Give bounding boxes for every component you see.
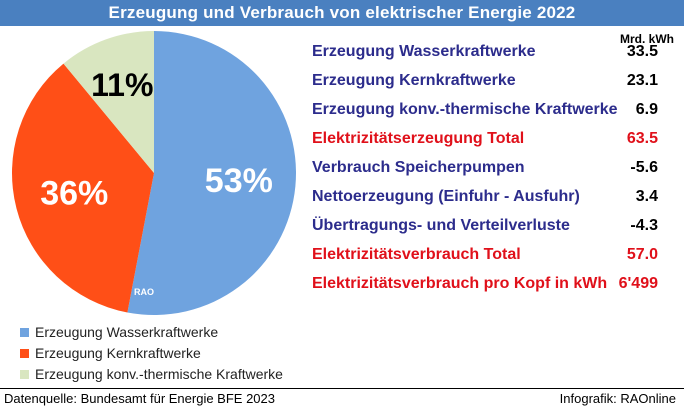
table-row: Erzeugung Wasserkraftwerke 33.5 — [312, 43, 672, 69]
table-row: Nettoerzeugung (Einfuhr - Ausfuhr) 3.4 — [312, 188, 672, 214]
pie-slice — [63, 31, 154, 173]
row-value: -5.6 — [630, 159, 658, 176]
pie-slice — [11, 63, 154, 313]
row-label: Erzeugung Kernkraftwerke — [312, 72, 516, 89]
row-label: Nettoerzeugung (Einfuhr - Ausfuhr) — [312, 188, 580, 205]
legend-swatch — [20, 348, 29, 358]
pie-slice — [127, 31, 297, 315]
row-label: Elektrizitätserzeugung Total — [312, 130, 525, 147]
legend-swatch — [20, 369, 29, 379]
legend-label: Erzeugung Kernkraftwerke — [35, 345, 201, 361]
row-value: 23.1 — [626, 72, 658, 89]
row-value: 6.9 — [635, 101, 658, 118]
row-value: 6'499 — [618, 275, 658, 292]
table-row: Elektrizitätsverbrauch Total 57.0 — [312, 246, 672, 272]
row-value: 33.5 — [626, 43, 658, 60]
row-label: Übertragungs- und Verteilverluste — [312, 217, 570, 234]
footer-credit: Infografik: RAOnline — [559, 391, 676, 406]
pie-percent-label: 11% — [91, 67, 153, 103]
row-label: Verbrauch Speicherpumpen — [312, 159, 525, 176]
table-row: Elektrizitätserzeugung Total 63.5 — [312, 130, 672, 156]
rao-watermark: RAO — [134, 287, 154, 297]
row-value: 63.5 — [626, 130, 658, 147]
pie-chart: 53% 36% 11% RAO — [11, 31, 297, 315]
row-value: -4.3 — [630, 217, 658, 234]
legend-item: Erzeugung konv.-thermische Kraftwerke — [20, 365, 283, 383]
legend-label: Erzeugung konv.-thermische Kraftwerke — [35, 366, 283, 382]
row-value: 57.0 — [626, 246, 658, 263]
footer-source: Datenquelle: Bundesamt für Energie BFE 2… — [4, 391, 276, 406]
legend-label: Erzeugung Wasserkraftwerke — [35, 324, 219, 340]
table-row: Erzeugung Kernkraftwerke 23.1 — [312, 72, 672, 98]
legend-swatch — [20, 327, 29, 337]
legend-item: Erzeugung Wasserkraftwerke — [20, 323, 218, 341]
row-label: Erzeugung konv.-thermische Kraftwerke — [312, 101, 618, 118]
row-label: Erzeugung Wasserkraftwerke — [312, 43, 536, 60]
legend-item: Erzeugung Kernkraftwerke — [20, 344, 201, 362]
table-row: Verbrauch Speicherpumpen -5.6 — [312, 159, 672, 185]
unit-label: Mrd. kWh — [620, 32, 674, 46]
row-value: 3.4 — [635, 188, 658, 205]
row-label: Elektrizitätsverbrauch Total — [312, 246, 521, 263]
table-row: Erzeugung konv.-thermische Kraftwerke 6.9 — [312, 101, 672, 127]
pie-percent-label: 36% — [40, 174, 108, 212]
pie-percent-label: 53% — [205, 162, 273, 200]
table-row: Elektrizitätsverbrauch pro Kopf in kWh 6'… — [312, 275, 672, 301]
table-row: Übertragungs- und Verteilverluste -4.3 — [312, 217, 672, 243]
footer-divider — [0, 388, 684, 389]
row-label: Elektrizitätsverbrauch pro Kopf in kWh — [312, 275, 608, 292]
chart-title: Erzeugung und Verbrauch von elektrischer… — [0, 0, 684, 26]
